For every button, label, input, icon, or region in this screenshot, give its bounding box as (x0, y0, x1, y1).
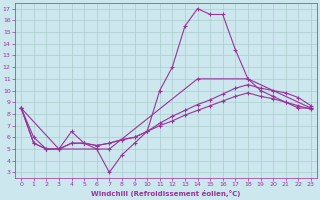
X-axis label: Windchill (Refroidissement éolien,°C): Windchill (Refroidissement éolien,°C) (91, 190, 241, 197)
